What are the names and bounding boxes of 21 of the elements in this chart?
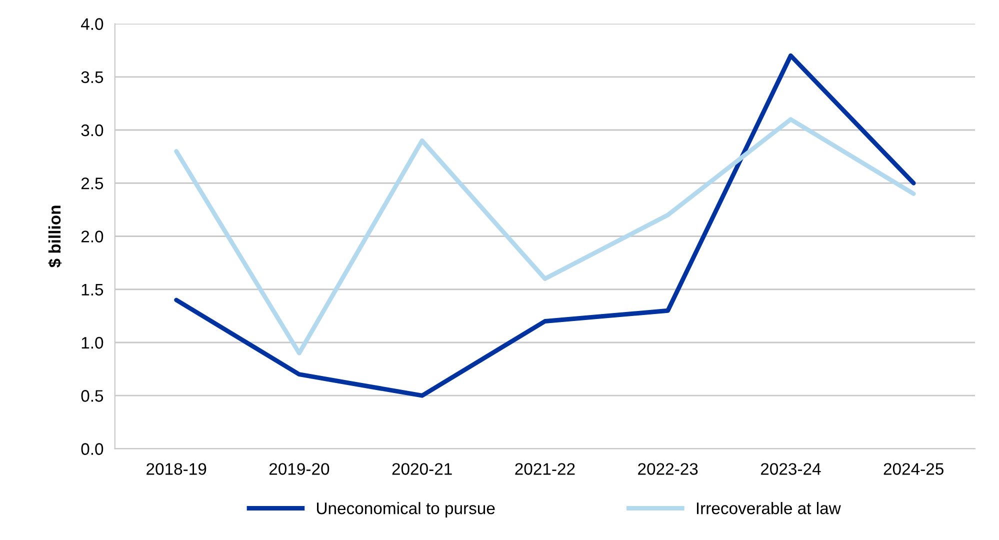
y-tick-label: 3.5 xyxy=(81,71,104,84)
legend-label: Irrecoverable at law xyxy=(696,502,841,514)
y-tick-label: 0.5 xyxy=(81,390,104,402)
x-tick-label: 2018-19 xyxy=(146,463,206,475)
x-tick-label: 2024-25 xyxy=(884,463,944,475)
x-tick-label: 2023-24 xyxy=(760,463,821,475)
y-tick-label: 2.0 xyxy=(81,230,104,242)
y-axis-title: $ billion xyxy=(48,206,62,268)
y-tick-label: 2.5 xyxy=(81,178,104,190)
x-tick-label: 2022-23 xyxy=(638,463,698,475)
legend-label: Uneconomical to pursue xyxy=(317,502,495,518)
y-tick-label: 4.0 xyxy=(80,18,104,30)
line-series xyxy=(174,117,916,356)
y-tick-label: 0.0 xyxy=(81,443,104,455)
line-series xyxy=(174,53,916,398)
x-tick-label: 2021-22 xyxy=(515,463,575,475)
y-tick-label: 1.5 xyxy=(82,284,104,296)
y-tick-label: 3.0 xyxy=(81,124,104,136)
x-tick-label: 2020-21 xyxy=(392,463,452,475)
y-tick-label: 1.0 xyxy=(82,336,104,349)
x-tick-label: 2019-20 xyxy=(269,463,330,475)
